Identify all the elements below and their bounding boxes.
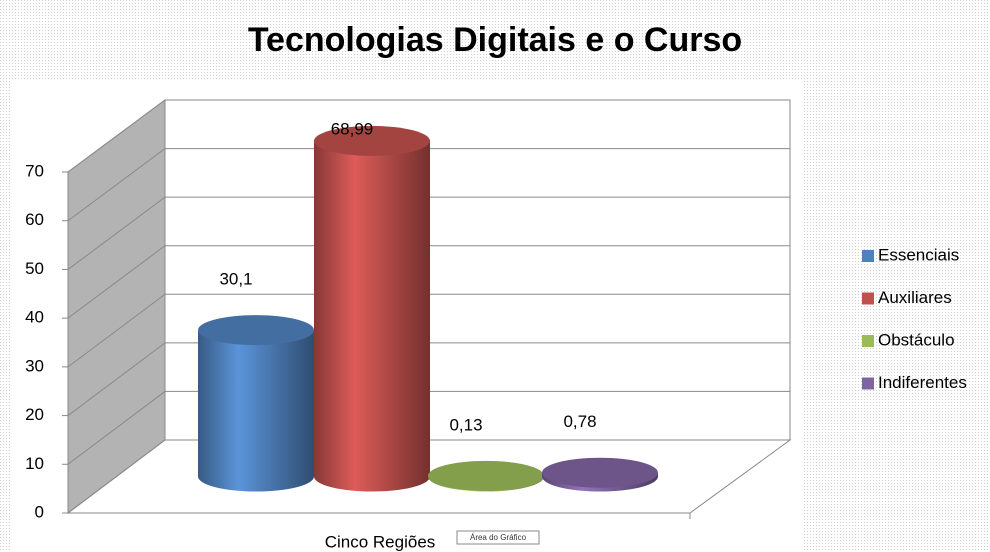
- legend-swatch: [862, 335, 874, 347]
- grid-line: [67, 196, 166, 270]
- y-tick-label: 20: [25, 405, 44, 424]
- legend-label: Obstáculo: [878, 330, 955, 349]
- y-tick-label: 60: [25, 210, 44, 229]
- y-tick-label: 30: [25, 356, 44, 375]
- cylinder-body: [314, 140, 430, 492]
- cylinder-body: [198, 330, 314, 492]
- data-label: 0,13: [449, 415, 482, 434]
- grid-line: [67, 99, 166, 173]
- legend-label: Auxiliares: [878, 288, 952, 307]
- grid-line: [67, 245, 166, 319]
- grid-line: [67, 439, 166, 514]
- x-tick-label: Cinco Regiões: [325, 532, 436, 551]
- cylinder-top: [428, 460, 544, 491]
- legend-swatch: [862, 292, 874, 305]
- y-tick-label: 40: [25, 308, 44, 327]
- legend-swatch: [862, 250, 874, 262]
- legend-label: Essenciais: [878, 245, 959, 264]
- tooltip-box: [456, 530, 540, 545]
- legend-swatch: [862, 377, 874, 390]
- chart-title: Tecnologias Digitais e o Curso: [248, 21, 742, 59]
- y-tick-label: 0: [35, 502, 44, 521]
- data-label: 30,1: [219, 270, 252, 289]
- grid-line: [67, 342, 166, 416]
- grid-line: [67, 148, 166, 222]
- cylinder-top: [198, 315, 314, 346]
- tooltip: Área do Gráfico: [470, 533, 527, 542]
- grid-line: [67, 293, 166, 368]
- data-label: 0,78: [563, 412, 596, 431]
- data-label: 68,99: [331, 119, 374, 138]
- grid-line: [67, 391, 166, 465]
- cylinder-top: [314, 125, 430, 156]
- y-tick-label: 70: [25, 161, 44, 180]
- cylinder-top: [542, 457, 658, 488]
- legend-label: Indiferentes: [878, 373, 967, 392]
- y-tick-label: 50: [25, 259, 44, 278]
- y-tick-label: 10: [25, 454, 44, 473]
